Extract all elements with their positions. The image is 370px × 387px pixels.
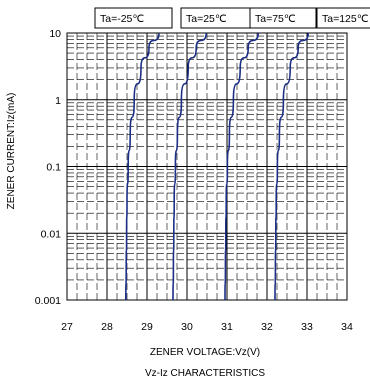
x-tick-label: 29 [141,321,153,333]
series-line-4 [274,32,309,301]
legend-item: Ta=75℃ [249,7,317,29]
x-axis-title: ZENER VOLTAGE:Vz(V) [150,347,260,358]
x-tick-label: 27 [61,321,73,333]
legend: Ta=-25℃ Ta=25℃ Ta=75℃ Ta=125℃ [94,7,370,29]
x-tick-label: 28 [101,321,113,333]
series-curves [125,32,309,301]
legend-label: Ta=75℃ [255,13,296,25]
legend-item: Ta=125℃ [316,7,370,29]
legend-box [249,7,317,29]
y-tick-label: 0.1 [46,162,61,174]
y-tick-label: 0.01 [41,228,62,240]
y-axis-title: ZENER CURRENT:Iz(mA) [6,93,17,210]
legend-box [316,7,370,29]
x-tick-label: 32 [261,321,273,333]
x-tick-label: 33 [301,321,313,333]
legend-item: Ta=-25℃ [94,7,173,29]
legend-label: Ta=125℃ [322,13,369,25]
y-tick-label: 1 [55,95,61,107]
legend-item: Ta=25℃ [180,7,251,29]
chart-subtitle: Vz-Iz CHARACTERISTICS [145,368,265,379]
grid [67,33,347,300]
tick-labels: 27 28 29 30 31 32 33 34 0.001 0.01 0.1 1 10 [35,28,353,333]
series-line-3 [224,32,259,301]
series-line-1 [125,32,160,301]
legend-label: Ta=-25℃ [100,13,144,25]
x-tick-label: 34 [341,321,353,333]
y-tick-label: 0.001 [35,295,61,307]
x-tick-label: 31 [221,321,233,333]
x-tick-label: 30 [181,321,193,333]
legend-box [94,7,173,29]
legend-label: Ta=25℃ [186,13,227,25]
series-line-2 [172,32,207,301]
y-tick-label: 10 [49,28,61,40]
